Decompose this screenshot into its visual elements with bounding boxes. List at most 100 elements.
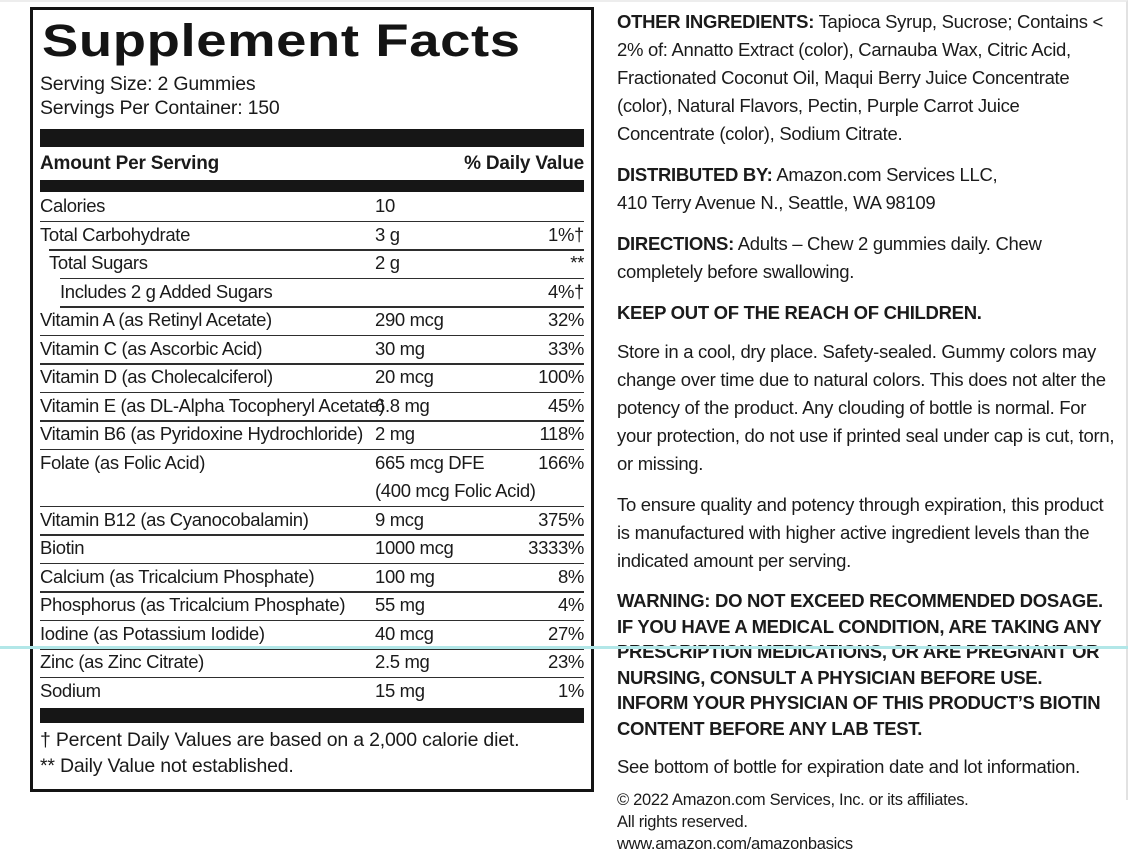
nutrient-name: Sodium <box>40 679 101 701</box>
nutrient-amount: 9 mcg <box>375 508 424 530</box>
table-row: Includes 2 g Added Sugars 4%† <box>40 277 584 307</box>
table-row: Biotin 1000 mcg 3333% <box>40 534 584 563</box>
nutrient-amount: 55 mg <box>375 594 425 615</box>
daily-value-header: % Daily Value <box>464 153 584 174</box>
keep-out-warning: KEEP OUT OF THE REACH OF CHILDREN. <box>617 302 982 323</box>
nutrient-daily-value: 27% <box>548 622 584 644</box>
table-row: Zinc (as Zinc Citrate) 2.5 mg 23% <box>40 648 584 677</box>
nutrient-daily-value: 8% <box>557 565 584 587</box>
nutrient-daily-value: 1%† <box>548 223 584 245</box>
nutrient-table: Calories 10 Total Carbohydrate 3 g 1%† T… <box>40 192 584 705</box>
table-row: Vitamin B12 (as Cyanocobalamin) 9 mcg 37… <box>40 505 584 535</box>
table-row: Phosphorus (as Tricalcium Phosphate) 55 … <box>40 591 584 620</box>
separator-bar-bottom <box>40 708 584 723</box>
nutrient-daily-value: 45% <box>548 394 584 416</box>
nutrient-daily-value: 4% <box>557 594 584 615</box>
nutrient-daily-value: 1% <box>557 679 584 701</box>
table-row: Vitamin D (as Cholecalciferol) 20 mcg 10… <box>40 363 584 392</box>
nutrient-name: Vitamin D (as Cholecalciferol) <box>40 366 273 387</box>
table-row: Vitamin C (as Ascorbic Acid) 30 mg 33% <box>40 334 584 364</box>
nutrient-amount: 2 g <box>375 252 400 273</box>
amount-per-serving-header: Amount Per Serving <box>40 153 220 174</box>
table-row: Vitamin A (as Retinyl Acetate) 290 mcg 3… <box>40 306 584 335</box>
storage-section: Store in a cool, dry place. Safety-seale… <box>617 341 1115 474</box>
nutrient-amount: 40 mcg <box>375 622 434 644</box>
nutrient-daily-value: 23% <box>548 651 584 672</box>
distributed-by-line1: Amazon.com Services LLC, <box>772 164 998 185</box>
nutrient-amount: 15 mg <box>375 679 425 701</box>
table-row: Vitamin B6 (as Pyridoxine Hydrochloride)… <box>40 420 584 449</box>
nutrient-daily-value: 118% <box>539 423 584 444</box>
serving-size: Serving Size: 2 Gummies <box>40 73 256 95</box>
quality-section: To ensure quality and potency through ex… <box>617 494 1104 571</box>
nutrient-name: Calories <box>40 195 106 216</box>
distributed-by-section: DISTRIBUTED BY: Amazon.com Services LLC,… <box>617 161 1117 217</box>
table-row: Folate (as Folic Acid) 665 mcg DFE (400 m… <box>40 448 584 506</box>
nutrient-name: Includes 2 g Added Sugars <box>60 280 273 302</box>
nutrient-name: Vitamin A (as Retinyl Acetate) <box>40 309 272 330</box>
footnote-daily-values: † Percent Daily Values are based on a 2,… <box>40 729 520 751</box>
table-row: Calcium (as Tricalcium Phosphate) 100 mg… <box>40 562 584 592</box>
distributed-by-label: DISTRIBUTED BY: <box>617 164 773 185</box>
nutrient-amount-line1: 665 mcg DFE <box>375 451 485 473</box>
footnotes: † Percent Daily Values are based on a 2,… <box>40 728 584 779</box>
directions-text: Adults – Chew 2 gummies daily. Chew comp… <box>617 233 1042 282</box>
table-header: Amount Per Serving % Daily Value <box>40 147 584 180</box>
nutrient-amount: 20 mcg <box>375 366 434 387</box>
nutrient-daily-value: 4%† <box>548 280 584 302</box>
directions-section: DIRECTIONS: Adults – Chew 2 gummies dail… <box>617 230 1117 286</box>
nutrient-daily-value: 100% <box>538 366 584 387</box>
info-column: OTHER INGREDIENTS: Tapioca Syrup, Sucros… <box>617 8 1117 855</box>
servings-per-container: Servings Per Container: 150 <box>40 96 280 119</box>
nutrient-amount-line2: (400 mcg Folic Acid) <box>375 480 536 501</box>
table-row: Total Carbohydrate 3 g 1%† <box>40 220 584 250</box>
nutrient-name: Zinc (as Zinc Citrate) <box>40 651 204 672</box>
nutrient-amount: 10 <box>375 195 395 216</box>
table-row: Sodium 15 mg 1% <box>40 676 584 706</box>
nutrient-daily-value: 166% <box>538 451 584 473</box>
warning-text: DO NOT EXCEED RECOMMENDED DOSAGE. IF YOU… <box>617 590 1103 739</box>
nutrient-daily-value: 33% <box>548 337 584 359</box>
nutrient-daily-value: 32% <box>548 309 584 330</box>
nutrient-name: Vitamin C (as Ascorbic Acid) <box>40 337 263 359</box>
table-row: Vitamin E (as DL-Alpha Tocopheryl Acetat… <box>40 391 584 421</box>
nutrient-name: Vitamin B12 (as Cyanocobalamin) <box>40 508 309 530</box>
directions-label: DIRECTIONS: <box>617 233 734 254</box>
nutrient-amount: 2 mg <box>375 423 415 444</box>
nutrient-name: Biotin <box>40 537 85 558</box>
expiration-note: See bottom of bottle for expiration date… <box>617 756 1080 777</box>
nutrient-amount: 30 mg <box>375 337 425 359</box>
copyright-line-1: © 2022 Amazon.com Services, Inc. or its … <box>617 791 969 809</box>
nutrient-name: Vitamin B6 (as Pyridoxine Hydrochloride) <box>40 423 363 444</box>
nutrient-amount: 100 mg <box>375 565 435 587</box>
table-row: Calories 10 <box>40 192 584 221</box>
distributed-by-line2: 410 Terry Avenue N., Seattle, WA 98109 <box>617 192 936 213</box>
nutrient-name: Folate (as Folic Acid) <box>40 451 206 473</box>
table-row: Total Sugars 2 g ** <box>40 249 584 278</box>
website-url: www.amazon.com/amazonbasics <box>617 835 853 853</box>
nutrient-amount: 2.5 mg <box>375 651 430 672</box>
nutrient-daily-value: ** <box>570 252 584 273</box>
nutrient-amount: 665 mcg DFE (400 mcg Folic Acid) <box>375 449 538 506</box>
warning-section: WARNING: DO NOT EXCEED RECOMMENDED DOSAG… <box>617 588 1117 741</box>
nutrient-daily-value: 3333% <box>528 537 584 558</box>
nutrient-amount: 290 mcg <box>375 309 444 330</box>
nutrient-name: Phosphorus (as Tricalcium Phosphate) <box>40 594 346 615</box>
nutrient-name: Iodine (as Potassium Iodide) <box>40 622 265 644</box>
other-ingredients-text: Tapioca Syrup, Sucrose; Contains < 2% of… <box>617 11 1104 144</box>
separator-bar-medium <box>40 180 584 192</box>
other-ingredients-label: OTHER INGREDIENTS: <box>617 11 815 32</box>
footnote-not-established: ** Daily Value not established. <box>40 754 294 777</box>
other-ingredients-section: OTHER INGREDIENTS: Tapioca Syrup, Sucros… <box>617 8 1117 148</box>
nutrient-amount: 3 g <box>375 223 400 245</box>
copyright-line-2: All rights reserved. <box>617 813 748 831</box>
supplement-facts-panel: Supplement Facts Serving Size: 2 Gummies… <box>30 7 594 792</box>
nutrient-name: Vitamin E (as DL-Alpha Tocopheryl Acetat… <box>40 394 385 416</box>
nutrient-name: Total Carbohydrate <box>40 223 191 245</box>
nutrient-name: Total Sugars <box>49 252 148 273</box>
nutrient-name: Calcium (as Tricalcium Phosphate) <box>40 565 315 587</box>
panel-title: Supplement Facts <box>42 15 521 66</box>
warning-label: WARNING: <box>617 590 711 611</box>
nutrient-amount: 1000 mcg <box>375 537 454 558</box>
